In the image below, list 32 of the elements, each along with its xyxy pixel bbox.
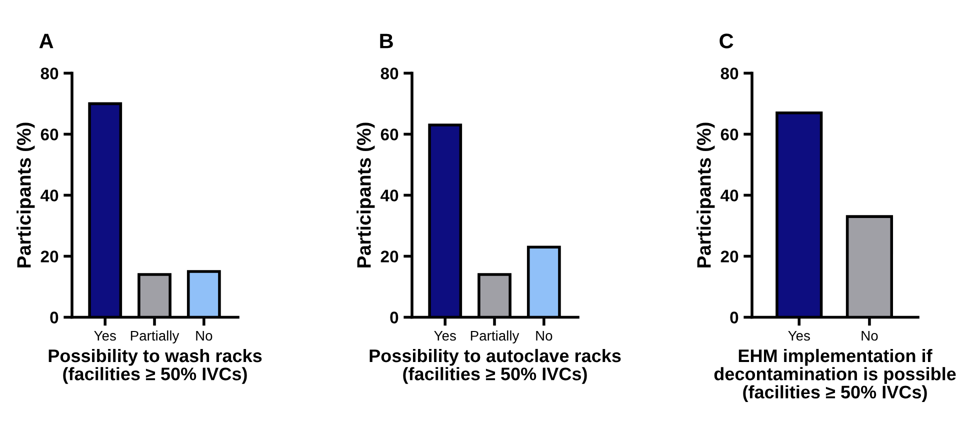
chart-title: A [39,34,54,48]
x-axis-title: Possibility to wash racks (facilities ≥ 50% IVCs) [48,348,262,384]
y-tick-label: 20 [380,250,398,262]
chart-title: C [720,34,734,48]
y-tick-label: 40 [720,190,738,202]
y-tick-label: 0 [390,312,398,324]
y-tick-label: 20 [40,250,58,262]
x-tick-label: No [862,330,878,341]
chart-title: B [380,34,393,48]
x-tick-label: Yes [434,330,456,341]
y-axis-title: Participants (%) [356,122,375,268]
x-tick-label: No [536,330,552,341]
x-tick-label: Yes [788,330,810,341]
x-tick-label: Yes [94,330,116,341]
y-axis-title: Participants (%) [16,122,35,268]
y-tick-label: 80 [380,68,398,80]
y-tick-label: 60 [380,128,398,140]
y-axis-title: Participants (%) [696,122,715,268]
x-tick-label: Partially [470,330,520,344]
y-tick-label: 40 [380,190,398,202]
y-tick-label: 60 [720,128,738,140]
y-tick-label: 40 [40,190,58,202]
y-tick-label: 80 [40,68,58,80]
x-tick-label: Partially [130,330,180,344]
y-tick-label: 0 [50,312,58,324]
y-tick-label: 80 [720,68,738,80]
x-tick-label: No [196,330,212,341]
y-tick-label: 60 [40,128,58,140]
x-axis-title: Possibility to autoclave racks (facilities ≥ 50% IVCs) [370,348,621,384]
y-tick-label: 0 [730,312,738,324]
y-tick-label: 20 [720,250,738,262]
x-axis-title: EHM implementation if decontamination is possible (facilities ≥ 50% IVCs) [714,348,956,402]
